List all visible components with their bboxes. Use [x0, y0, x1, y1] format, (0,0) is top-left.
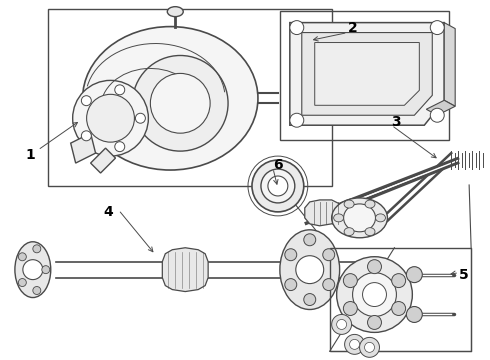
Ellipse shape [368, 260, 382, 274]
Bar [280, 11, 449, 140]
Ellipse shape [33, 245, 41, 253]
Ellipse shape [349, 339, 360, 349]
Ellipse shape [332, 315, 352, 334]
Text: 5: 5 [459, 268, 469, 282]
Ellipse shape [33, 287, 41, 294]
Polygon shape [162, 248, 208, 292]
Ellipse shape [360, 337, 379, 357]
Ellipse shape [353, 273, 396, 316]
Ellipse shape [18, 279, 26, 287]
Ellipse shape [392, 302, 406, 315]
Ellipse shape [337, 319, 346, 329]
Text: 4: 4 [103, 205, 113, 219]
Ellipse shape [42, 266, 50, 274]
Ellipse shape [135, 113, 146, 123]
Text: 2: 2 [347, 21, 357, 35]
Ellipse shape [290, 113, 304, 127]
Ellipse shape [365, 342, 374, 352]
Ellipse shape [261, 169, 295, 203]
Ellipse shape [375, 214, 386, 222]
Ellipse shape [83, 27, 258, 170]
Ellipse shape [343, 204, 375, 232]
Ellipse shape [430, 21, 444, 35]
Ellipse shape [115, 142, 125, 152]
Ellipse shape [365, 228, 375, 236]
Ellipse shape [337, 257, 413, 332]
Ellipse shape [323, 279, 335, 291]
Ellipse shape [406, 267, 422, 283]
Polygon shape [305, 200, 342, 226]
Ellipse shape [18, 253, 26, 261]
Polygon shape [315, 42, 419, 105]
Polygon shape [71, 133, 96, 163]
Ellipse shape [285, 249, 297, 261]
Ellipse shape [332, 198, 388, 238]
Ellipse shape [81, 131, 91, 141]
Ellipse shape [406, 306, 422, 323]
Ellipse shape [167, 7, 183, 17]
Ellipse shape [343, 274, 357, 288]
Ellipse shape [368, 315, 382, 329]
Ellipse shape [344, 200, 354, 208]
Polygon shape [290, 23, 444, 125]
Ellipse shape [73, 80, 148, 156]
Ellipse shape [363, 283, 387, 306]
Ellipse shape [344, 228, 354, 236]
Ellipse shape [150, 73, 210, 133]
Ellipse shape [296, 256, 324, 284]
Ellipse shape [87, 94, 134, 142]
Polygon shape [426, 100, 455, 115]
Ellipse shape [323, 249, 335, 261]
Polygon shape [444, 23, 455, 106]
Polygon shape [302, 32, 432, 115]
Ellipse shape [430, 108, 444, 122]
Ellipse shape [15, 242, 51, 298]
Ellipse shape [304, 234, 316, 246]
Ellipse shape [268, 176, 288, 196]
Ellipse shape [81, 96, 91, 105]
Ellipse shape [285, 279, 297, 291]
Ellipse shape [344, 334, 365, 354]
Polygon shape [91, 148, 116, 173]
Ellipse shape [365, 200, 375, 208]
Text: 3: 3 [392, 115, 401, 129]
Ellipse shape [392, 274, 406, 288]
Bar [48, 9, 332, 186]
Ellipse shape [290, 21, 304, 35]
Bar [330, 248, 471, 351]
Ellipse shape [304, 293, 316, 306]
Text: 6: 6 [273, 158, 283, 172]
Ellipse shape [252, 160, 304, 212]
Ellipse shape [343, 302, 357, 315]
Ellipse shape [132, 55, 228, 151]
Text: 1: 1 [26, 148, 36, 162]
Ellipse shape [334, 214, 343, 222]
Ellipse shape [23, 260, 43, 280]
Ellipse shape [280, 230, 340, 310]
Ellipse shape [115, 85, 125, 95]
